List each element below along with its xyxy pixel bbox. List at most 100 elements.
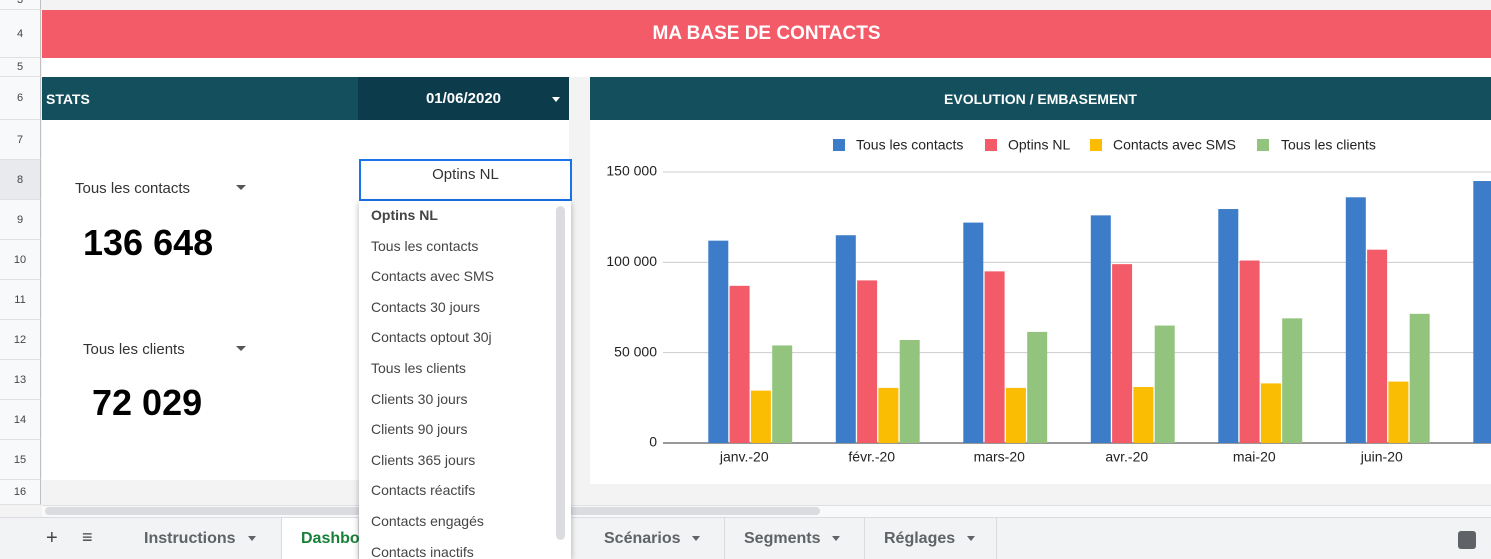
bar — [1090, 215, 1111, 443]
legend-swatch — [1090, 139, 1102, 151]
metric-value: 72 029 — [92, 382, 203, 423]
date-cell[interactable]: 01/06/2020 — [358, 77, 569, 120]
legend-swatch — [833, 139, 845, 151]
tab-label: Dashbo — [301, 529, 360, 547]
bar — [899, 340, 920, 443]
bar — [1154, 325, 1175, 443]
bar — [984, 271, 1005, 443]
sheet-tab[interactable]: Dashbo — [282, 518, 360, 559]
bar — [729, 285, 750, 443]
y-tick-label: 100 000 — [606, 253, 657, 269]
bar — [1409, 313, 1430, 443]
row-number: 11 — [0, 280, 41, 320]
bar — [1005, 387, 1026, 443]
y-tick-label: 0 — [649, 434, 657, 450]
bar — [772, 345, 793, 443]
bar — [1388, 381, 1409, 443]
sheet-tab[interactable]: Instructions — [125, 518, 282, 559]
x-tick-label: mars-20 — [974, 449, 1026, 465]
selected-cell[interactable]: Optins NL — [359, 159, 572, 201]
dropdown-option[interactable]: Clients 30 jours — [371, 390, 468, 407]
all-sheets[interactable]: ≡ — [82, 527, 93, 547]
bar — [878, 387, 899, 443]
row-number: 8 — [0, 160, 41, 200]
tab-menu[interactable] — [247, 536, 256, 541]
chart: 0 50 000 100 000 150 000 Tous les contacts Op… — [590, 120, 1491, 484]
y-tick-label: 50 000 — [614, 343, 657, 359]
tab-label: Réglages — [884, 529, 956, 547]
bar — [1239, 260, 1260, 443]
bar — [835, 235, 856, 443]
date-dropdown-arrow[interactable] — [552, 97, 560, 102]
x-tick-label: avr.-20 — [1105, 449, 1148, 465]
metric-label: Tous les clients — [83, 341, 185, 358]
chart-title: EVOLUTION / EMBASEMENT — [590, 77, 1491, 120]
metric-label: Tous les contacts — [75, 180, 191, 197]
legend-label: Contacts avec SMS — [1113, 137, 1236, 153]
row-number: 14 — [0, 400, 41, 440]
tab-menu[interactable] — [967, 536, 976, 541]
bar — [963, 222, 984, 443]
x-tick-label: févr.-20 — [848, 449, 895, 465]
row-number: 13 — [0, 360, 41, 400]
dropdown-option[interactable]: Optins NL — [371, 207, 438, 223]
dropdown-option[interactable]: Contacts 30 jours — [371, 298, 480, 315]
x-tick-label: mai-20 — [1233, 449, 1276, 465]
sheet-tab[interactable]: Segments — [725, 518, 865, 559]
dropdown-option[interactable]: Contacts inactifs — [371, 543, 474, 559]
bar — [1282, 318, 1303, 443]
dropdown-option[interactable]: Clients 365 jours — [371, 451, 476, 468]
dropdown-option[interactable]: Contacts réactifs — [371, 482, 476, 499]
metric-value: 136 648 — [83, 222, 214, 263]
bar — [1260, 383, 1281, 443]
sheet-tab[interactable]: Réglages — [865, 518, 997, 559]
dropdown-option[interactable]: Contacts optout 30j — [371, 329, 492, 346]
bar — [708, 240, 729, 443]
row-5 — [42, 58, 1491, 77]
legend-label: Tous les clients — [1281, 137, 1376, 153]
tab-menu[interactable] — [832, 536, 841, 541]
bar — [1027, 331, 1048, 443]
row-number: 7 — [0, 120, 41, 160]
legend-swatch — [985, 139, 997, 151]
legend-label: Optins NL — [1008, 137, 1070, 153]
row-number: 9 — [0, 200, 41, 240]
metric-dropdown[interactable] — [236, 185, 246, 190]
row-number: 15 — [0, 440, 41, 480]
dropdown-option[interactable]: Clients 90 jours — [371, 421, 468, 438]
dropdown-scrollbar[interactable] — [556, 206, 565, 540]
legend-label: Tous les contacts — [856, 137, 963, 153]
date: 01/06/2020 — [425, 90, 502, 107]
add-sheet[interactable]: + — [46, 527, 58, 549]
row-number: 3 — [0, 0, 41, 10]
bar — [1473, 181, 1491, 443]
x-tick-label: juin-20 — [1360, 449, 1403, 465]
bar — [857, 280, 878, 443]
dropdown-option[interactable]: Tous les clients — [371, 360, 466, 376]
row-number: 10 — [0, 240, 41, 280]
row-number: 6 — [0, 77, 41, 120]
row-number: 16 — [0, 480, 41, 505]
tab-label: Segments — [744, 529, 821, 547]
tab-label: Instructions — [144, 529, 236, 547]
bar — [1345, 197, 1366, 443]
x-tick-label: janv.-20 — [719, 449, 769, 465]
bar — [1133, 386, 1154, 443]
row-number: 5 — [0, 58, 41, 77]
tab-menu[interactable] — [692, 536, 701, 541]
bar — [1367, 249, 1388, 443]
bar — [1218, 209, 1239, 443]
y-tick-label: 150 000 — [606, 163, 657, 179]
legend-swatch — [1257, 139, 1269, 151]
row-number: 12 — [0, 320, 41, 360]
dropdown-option[interactable]: Tous les contacts — [371, 237, 479, 254]
explore-button[interactable] — [1458, 531, 1476, 549]
dropdown-option[interactable]: Contacts engagés — [371, 513, 484, 529]
metric-dropdown[interactable] — [236, 346, 246, 351]
dropdown-option[interactable]: Contacts avec SMS — [371, 268, 494, 285]
bar — [750, 390, 771, 443]
sheet-tab[interactable]: Scénarios — [585, 518, 725, 559]
row-number: 4 — [0, 10, 41, 58]
banner: MA BASE DE CONTACTS — [42, 10, 1491, 58]
